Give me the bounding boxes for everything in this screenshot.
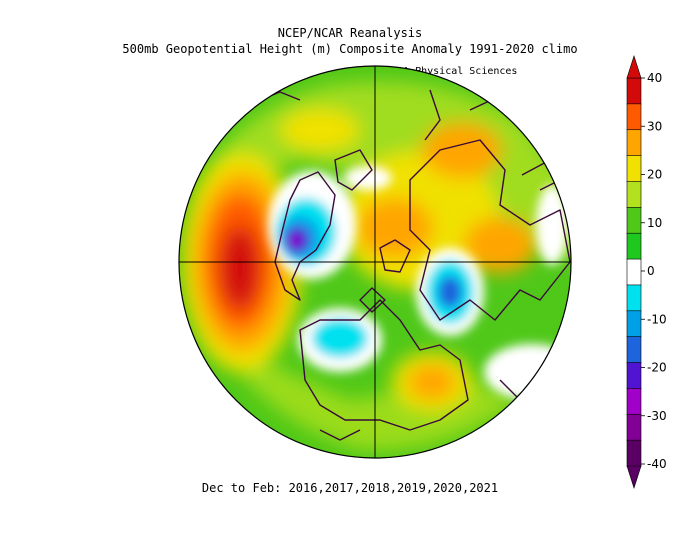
map-boundary xyxy=(178,65,572,459)
colorbar-label: -40 xyxy=(647,457,667,471)
colorbar-label: -30 xyxy=(647,409,667,423)
colorbar-swatch xyxy=(626,439,642,467)
colorbar-label: 40 xyxy=(647,71,662,85)
colorbar-label: 0 xyxy=(647,264,655,278)
colorbar-label: -20 xyxy=(647,361,667,375)
title-line1: NCEP/NCAR Reanalysis xyxy=(277,26,423,40)
colorbar-swatch xyxy=(626,232,642,260)
anomaly-field xyxy=(179,66,571,458)
colorbar-swatch xyxy=(626,336,642,364)
colorbar-swatch xyxy=(626,129,642,157)
colorbar-label: 20 xyxy=(647,168,662,182)
colorbar-label: 10 xyxy=(647,216,662,230)
title-line2: 500mb Geopotential Height (m) Composite … xyxy=(122,42,578,56)
colorbar-label: -10 xyxy=(647,312,667,326)
colorbar-bottom-arrow xyxy=(626,465,642,489)
colorbar-swatch xyxy=(626,362,642,390)
colorbar-swatch xyxy=(626,413,642,441)
colorbar-top-arrow xyxy=(626,55,642,79)
colorbar-swatch xyxy=(626,388,642,416)
colorbar-swatch xyxy=(626,77,642,105)
colorbar-swatch xyxy=(626,284,642,312)
colorbar-label: 30 xyxy=(647,119,662,133)
footer-period-text: Dec to Feb: 2016,2017,2018,2019,2020,202… xyxy=(201,481,499,495)
colorbar-swatch xyxy=(626,258,642,286)
colorbar-swatch xyxy=(626,207,642,234)
colorbar-swatch xyxy=(626,310,642,338)
colorbar: 40 30 20 10 0 -10 -20 -30 -40 xyxy=(626,55,667,489)
colorbar-swatch xyxy=(626,103,642,131)
colorbar-swatch xyxy=(626,155,642,183)
colorbar-swatch xyxy=(626,181,642,209)
footer-period: Dec to Feb: 2016,2017,2018,2019,2020,202… xyxy=(0,481,700,495)
